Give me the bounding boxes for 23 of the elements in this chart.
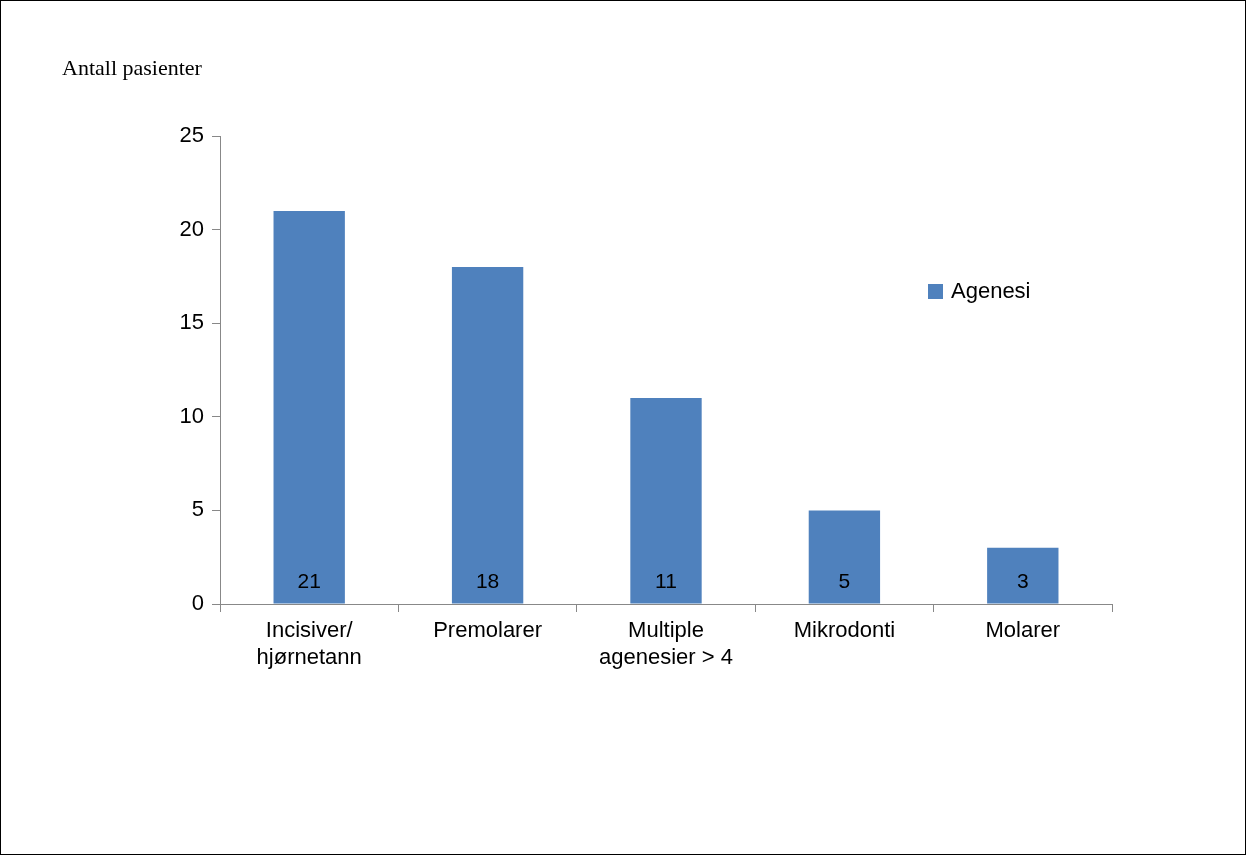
y-tick-label: 20 xyxy=(179,215,204,241)
y-tick-label: 25 xyxy=(179,122,204,148)
x-tick-label: Mikrodonti xyxy=(793,617,896,643)
data-label: 18 xyxy=(475,568,500,592)
y-tick-label: 10 xyxy=(179,402,204,428)
bar xyxy=(808,510,881,604)
bar xyxy=(273,210,345,604)
x-tick-label: Incisiver/hjørnetann xyxy=(256,617,362,669)
bar xyxy=(987,547,1059,604)
x-tick-label: Premolarer xyxy=(433,617,543,643)
data-label: 5 xyxy=(838,568,851,592)
data-label: 21 xyxy=(297,568,321,592)
legend-label: Agenesi xyxy=(951,278,1031,304)
x-tick-label: Molarer xyxy=(985,617,1061,643)
y-tick-label: 5 xyxy=(191,496,204,522)
y-axis-title: Antall pasienter xyxy=(62,55,202,81)
x-tick-label: Multiple agenesier > 4 xyxy=(599,617,733,669)
bar xyxy=(451,267,524,604)
bar xyxy=(630,398,702,604)
y-tick-label: 0 xyxy=(191,590,204,616)
data-label: 11 xyxy=(655,568,677,592)
data-label: 3 xyxy=(1016,568,1029,592)
y-tick-label: 15 xyxy=(179,309,204,335)
